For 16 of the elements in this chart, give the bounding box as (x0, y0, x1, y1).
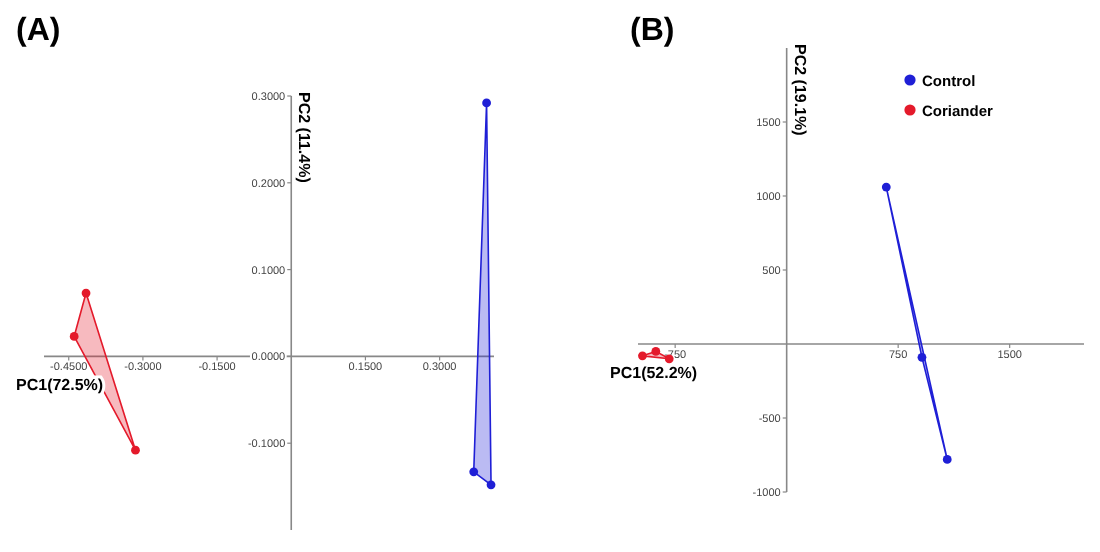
y-axis-title: PC2 (11.4%) (295, 92, 314, 184)
point (469, 467, 479, 477)
point (942, 455, 952, 464)
y-axis-title: PC2 (19.1%) (790, 44, 809, 137)
point (131, 445, 140, 455)
chart-title: (B) (630, 14, 675, 48)
point (881, 182, 891, 192)
x-axis-title: PC1(52.2%) (610, 364, 698, 382)
chart-title: (A) (16, 14, 61, 48)
point (81, 288, 91, 298)
point (651, 347, 661, 356)
point (482, 98, 491, 108)
point (917, 352, 927, 362)
point (69, 332, 79, 341)
point (486, 480, 496, 490)
point (638, 351, 647, 361)
